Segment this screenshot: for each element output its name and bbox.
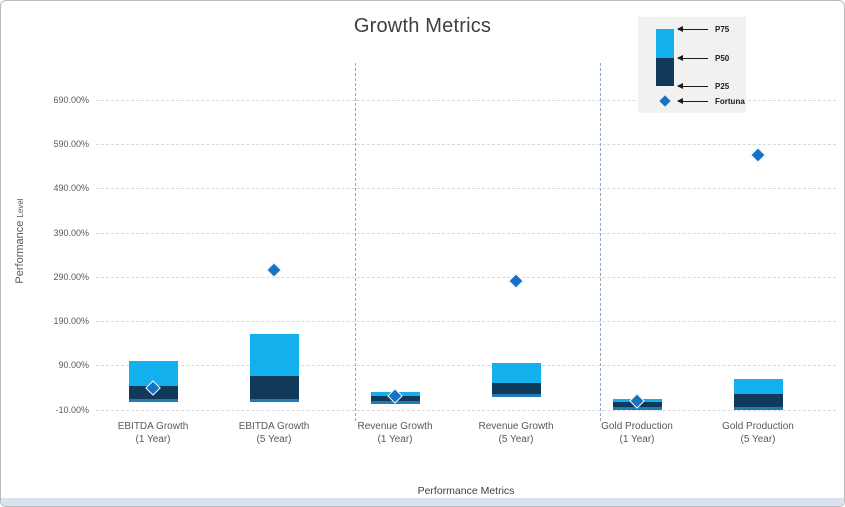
bar-p75-segment [733, 378, 783, 395]
chart-title: Growth Metrics [353, 15, 492, 37]
category-label-line1: Revenue Growth [357, 421, 433, 432]
category-label: Revenue Growth (5 Year) [451, 420, 581, 446]
legend-label: P25 [715, 81, 730, 91]
gridline-690 [96, 99, 836, 101]
category-label: EBITDA Growth (1 Year) [88, 420, 218, 446]
bar-p75-segment [491, 363, 541, 384]
y-axis-title-suffix: Level [16, 198, 25, 218]
bar-base-strip [491, 394, 541, 398]
y-tick-label: 190.00% [53, 316, 89, 327]
fortuna-diamond-marker [508, 273, 524, 289]
category-label: Gold Production (1 Year) [572, 420, 702, 446]
gridline-90 [96, 365, 836, 367]
y-tick-label: 690.00% [53, 94, 89, 105]
left-arrow-icon [677, 54, 708, 61]
legend-label: P50 [715, 53, 730, 63]
bar-base-strip [249, 398, 299, 402]
left-arrow-icon [677, 82, 708, 89]
bar-base-strip [733, 407, 783, 411]
gridline-290 [96, 276, 836, 278]
y-tick-label: 390.00% [53, 227, 89, 238]
category-label-line1: Gold Production [601, 421, 673, 432]
category-label-line2: (5 Year) [740, 434, 776, 445]
category-label-line2: (5 Year) [256, 434, 292, 445]
gridline-590 [96, 143, 836, 145]
gridline-190 [96, 321, 836, 323]
y-tick-label: -10.00% [55, 404, 89, 415]
bar-p50-segment [491, 383, 541, 395]
legend-sample-bar [656, 29, 674, 86]
group-separator [354, 63, 356, 421]
category-label-line1: EBITDA Growth [238, 421, 310, 432]
category-label: EBITDA Growth (5 Year) [209, 420, 339, 446]
left-arrow-icon [677, 97, 708, 104]
bar-p75-segment [249, 334, 299, 377]
legend-entry-p25: P25 [677, 81, 730, 91]
y-axis-title: Performance Level [10, 198, 28, 283]
legend-p50-segment [656, 58, 674, 86]
y-tick-label: 90.00% [58, 360, 89, 371]
category-label-line2: (5 Year) [498, 434, 534, 445]
category-label-line2: (1 Year) [377, 434, 413, 445]
fortuna-diamond-marker [750, 147, 766, 163]
bar-base-strip [128, 398, 178, 402]
category-label: Revenue Growth (1 Year) [330, 420, 460, 446]
category-label-line1: Gold Production [722, 421, 794, 432]
y-tick-label: 590.00% [53, 138, 89, 149]
gridline-390 [96, 232, 836, 234]
legend-fortuna-diamond-icon [659, 95, 671, 107]
category-label: Gold Production (5 Year) [693, 420, 823, 446]
legend-entry-p50: P50 [677, 53, 730, 63]
y-tick-label: 490.00% [53, 183, 89, 194]
legend-entry-p75: P75 [677, 24, 730, 34]
category-label-line1: Revenue Growth [478, 421, 554, 432]
bar-p50-segment [249, 376, 299, 399]
group-separator [600, 63, 601, 421]
y-tick-label: 290.00% [53, 271, 89, 282]
category-label-line2: (1 Year) [135, 434, 171, 445]
category-label-line1: EBITDA Growth [117, 421, 189, 432]
fortuna-diamond-marker [266, 262, 282, 278]
bar-base-strip [612, 407, 662, 411]
legend-label: P75 [715, 24, 730, 34]
gridline-490 [96, 188, 836, 190]
bar-p50-segment [733, 394, 783, 408]
legend-entry-fortuna: Fortuna [677, 96, 745, 106]
window-bottom-strip [1, 498, 844, 506]
legend-p75-segment [656, 29, 674, 58]
legend-box: P75 P50 P25 Fortuna [638, 17, 746, 113]
x-axis-title: Performance Metrics [417, 485, 515, 497]
category-label-line2: (1 Year) [619, 434, 655, 445]
left-arrow-icon [677, 25, 708, 32]
legend-label: Fortuna [715, 96, 745, 106]
gridline--10 [96, 409, 836, 411]
y-axis-title-main: Performance [14, 217, 26, 284]
